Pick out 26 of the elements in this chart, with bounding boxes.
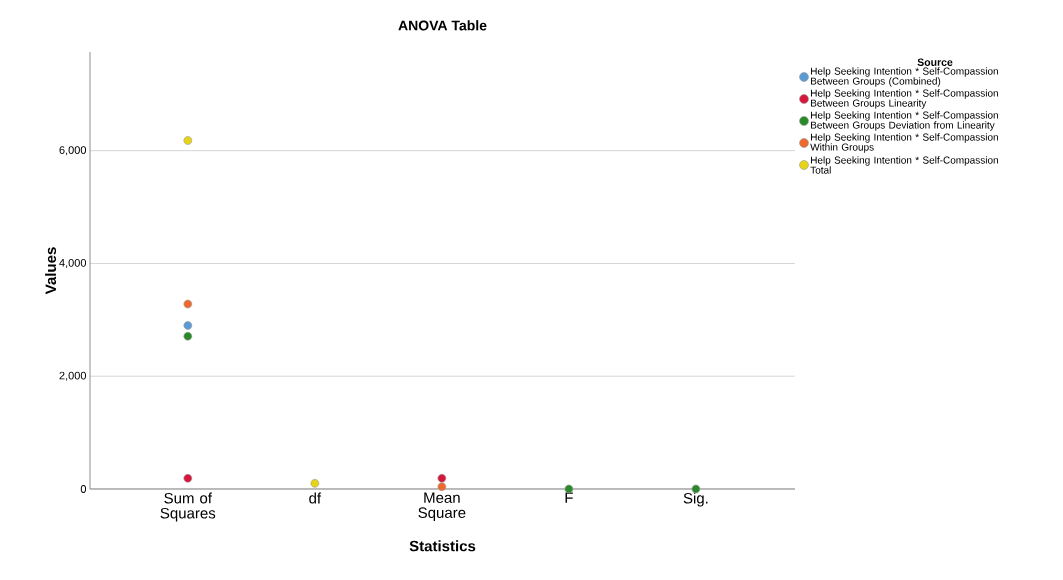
x-tick-label: df — [309, 492, 322, 504]
legend-label: Help Seeking Intention * Self-Compassion Between Groups Deviation from Linearity — [811, 111, 998, 131]
x-tick-label: Mean Square — [418, 492, 466, 521]
y-tick-label: 4,000 — [59, 258, 87, 268]
legend-title: Source — [917, 58, 953, 66]
y-tick-label: 2,000 — [59, 371, 87, 381]
chart-title: ANOVA Table — [398, 20, 487, 31]
legend-label: Help Seeking Intention * Self-Compassion Total — [810, 156, 998, 174]
point — [183, 299, 193, 309]
point — [437, 473, 447, 483]
point — [183, 473, 193, 483]
point — [183, 331, 193, 341]
x-axis-title: Statistics — [409, 540, 476, 552]
point — [437, 482, 447, 492]
x-tick-label: Sig. — [683, 492, 708, 507]
point — [183, 321, 193, 330]
point — [310, 479, 320, 488]
legend-label: Help Seeking Intention * Self-Compassion Between Groups Linearity — [811, 89, 998, 109]
y-tick-label: 0 — [80, 485, 87, 493]
y-axis-title: Values — [45, 247, 57, 295]
y-tick-label: 6,000 — [59, 146, 87, 156]
x-tick-label: F — [565, 492, 573, 503]
legend-label: Help Seeking Intention * Self-Compassion Between Groups (Combined) — [811, 67, 998, 87]
x-tick-label: Sum of Squares — [160, 492, 216, 522]
point — [183, 136, 193, 145]
legend-label: Help Seeking Intention * Self-Compassion Within Groups — [810, 133, 998, 153]
